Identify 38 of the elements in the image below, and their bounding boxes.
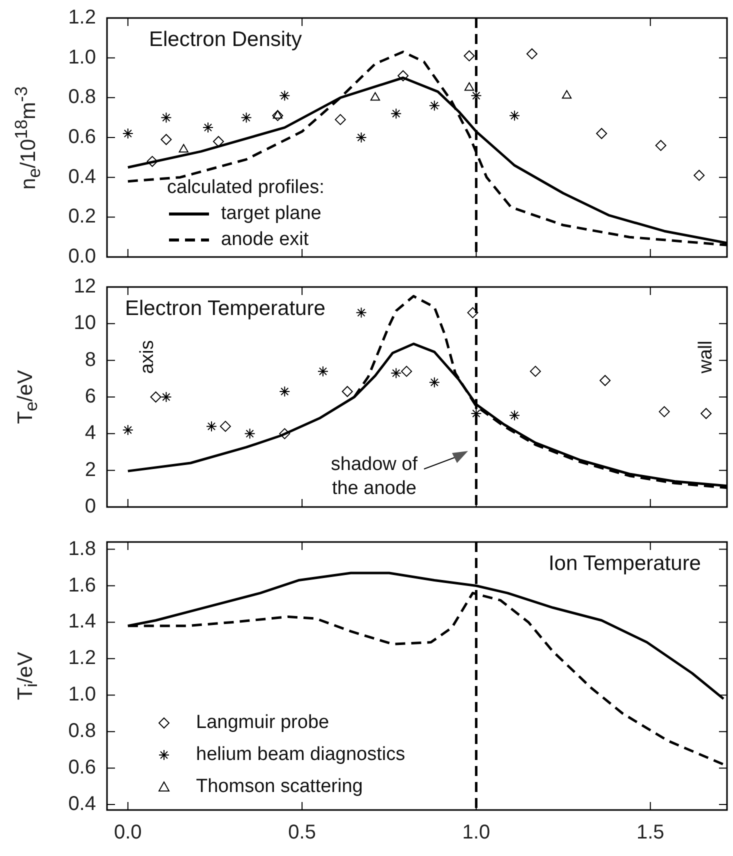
- y-tick-label: 1.0: [68, 46, 96, 68]
- legend-label: Langmuir probe: [196, 711, 330, 735]
- y-tick-label: 0.4: [68, 793, 96, 816]
- y-tick-label: 1.4: [68, 610, 96, 633]
- y-tick-label: 2: [84, 458, 96, 481]
- y-tick-label: 6: [84, 386, 96, 408]
- legend-label: target plane: [221, 202, 322, 226]
- y-tick-label: 0.0: [68, 246, 96, 268]
- y-tick-label: 1.2: [68, 647, 96, 670]
- y-tick-label: 8: [84, 348, 96, 371]
- y-tick-label: 10: [74, 312, 96, 334]
- y-tick-label: 1.0: [68, 684, 96, 706]
- y-tick-label: 4: [84, 422, 96, 444]
- text: Electron Temperature: [125, 297, 326, 321]
- x-tick-label: 0.0: [114, 822, 142, 844]
- annotation: axis: [136, 340, 159, 374]
- annotation: wall: [696, 340, 718, 374]
- y-tick-label: 0.4: [68, 166, 96, 188]
- y-tick-label: 0.8: [68, 86, 96, 108]
- text: Electron Density: [149, 28, 302, 52]
- y-tick-label: 0.8: [68, 720, 96, 742]
- y-tick-label: 1.2: [68, 6, 96, 29]
- x-tick-label: 0.5: [288, 822, 316, 844]
- x-tick-label: 1.0: [462, 822, 490, 844]
- y-tick-label: 0.6: [68, 756, 96, 779]
- y-tick-label: 0.6: [68, 126, 96, 148]
- y-tick-label: 0.2: [68, 206, 96, 228]
- text: Ion Temperature: [548, 552, 701, 576]
- y-tick-label: 1.6: [68, 574, 96, 596]
- legend-label: anode exit: [221, 228, 309, 252]
- x-tick-label: 1.5: [636, 822, 664, 844]
- legend-title: calculated profiles:: [167, 177, 324, 199]
- legend-label: Thomson scattering: [196, 775, 363, 799]
- legend-label: helium beam diagnostics: [196, 743, 406, 767]
- ref-line-label: shadow of the anode: [330, 453, 419, 501]
- y-tick-label: 12: [74, 276, 96, 298]
- y-tick-label: 1.8: [68, 538, 96, 560]
- y-tick-label: 0: [84, 496, 96, 518]
